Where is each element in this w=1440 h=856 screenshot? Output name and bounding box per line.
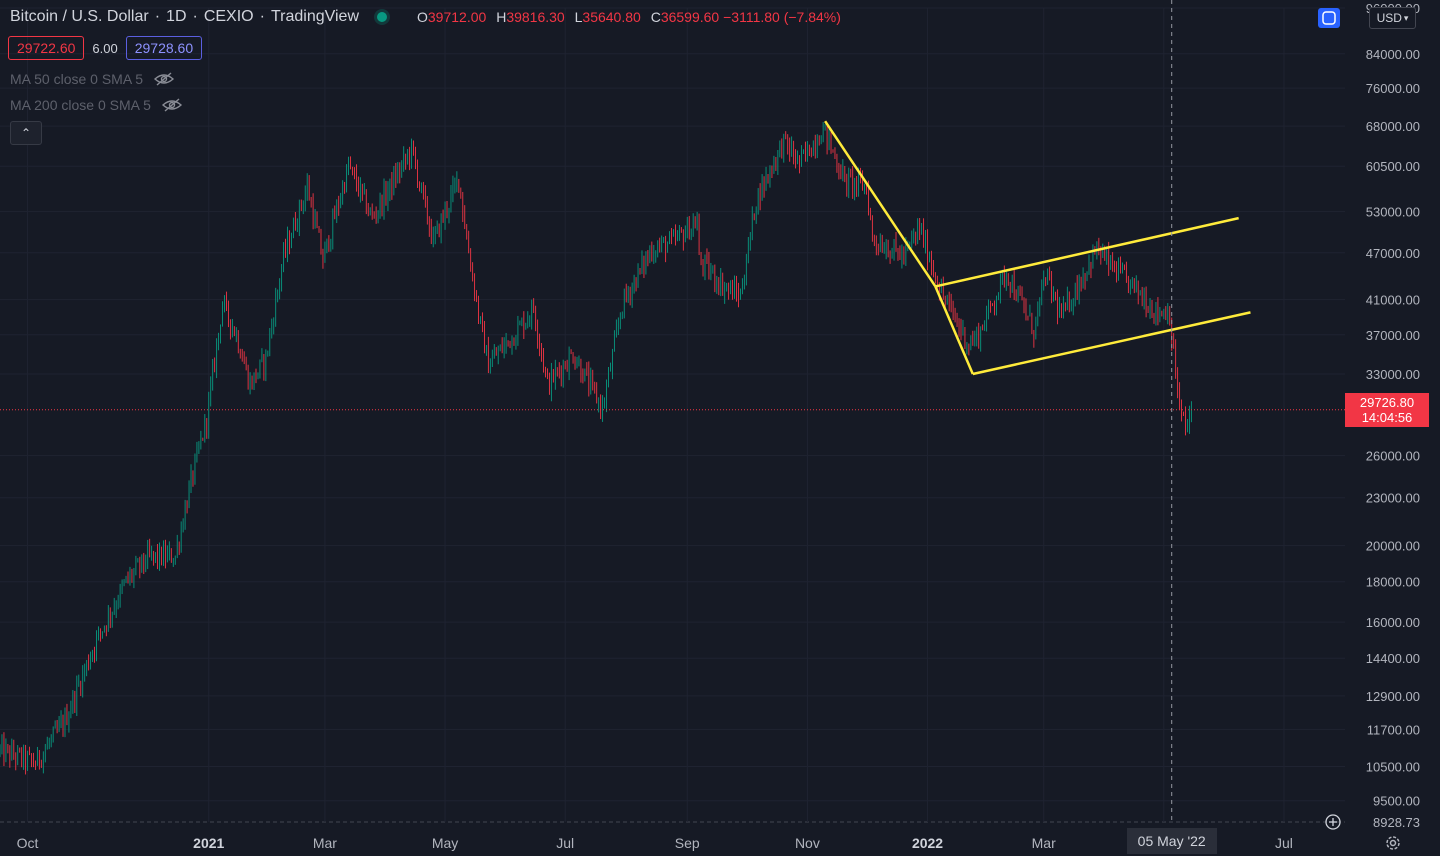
x-tick-label: Jul (1275, 835, 1293, 851)
candlestick-series (0, 122, 1192, 775)
currency-select[interactable]: USD ▾ (1369, 7, 1416, 29)
y-tick-label: 14400.00 (1366, 651, 1420, 666)
indicator-label: MA 50 close 0 SMA 5 (10, 71, 144, 87)
low-value: 35640.80 (582, 9, 641, 25)
market-status-icon[interactable] (377, 12, 387, 22)
change-value: −3111.80 (−7.84%) (723, 9, 841, 25)
chevron-down-icon: ▾ (1403, 12, 1409, 23)
y-tick-label: 12900.00 (1366, 689, 1420, 704)
add-price-icon[interactable] (1325, 814, 1341, 830)
spread-value: 6.00 (92, 40, 118, 56)
close-label: C (650, 9, 661, 25)
separator: · (259, 8, 265, 25)
y-tick-label: 37000.00 (1366, 328, 1420, 343)
last-price-tag: 29726.80 14:04:56 (1345, 392, 1429, 427)
x-tick-label: Jul (556, 835, 574, 851)
brand: TradingView (270, 8, 359, 25)
indicator-ma50[interactable]: MA 50 close 0 SMA 5 (10, 71, 175, 87)
x-tick-label: Mar (313, 835, 337, 851)
trendline[interactable] (824, 120, 937, 288)
y-bottom-label: 8928.73 (1373, 815, 1420, 830)
trendline[interactable] (934, 285, 974, 375)
y-tick-label: 11700.00 (1367, 722, 1420, 737)
low-label: L (574, 9, 583, 25)
trendline[interactable] (935, 216, 1239, 288)
price-axis[interactable]: 9500.00 10500.00 11700.00 12900.00 14400.00 1… (1366, 1, 1420, 830)
y-tick-label: 10500.00 (1366, 759, 1420, 774)
x-tick-label: 2022 (912, 835, 943, 851)
sell-button[interactable]: 29722.60 (8, 36, 85, 60)
symbol-legend: Bitcoin / U.S. Dollar · 1D · CEXIO · Tra… (10, 8, 841, 26)
ohlc-values: O39712.00 H39816.30 L35640.80 C36599.60 … (411, 9, 841, 25)
y-tick-label: 33000.00 (1366, 367, 1420, 382)
collapse-legend-button[interactable]: ⌃ (10, 121, 42, 145)
crosshair-date-label: 05 May '22 (1126, 828, 1217, 854)
open-value: 39712.00 (427, 9, 487, 25)
symbol-name[interactable]: Bitcoin / U.S. Dollar (10, 8, 149, 25)
high-value: 39816.30 (506, 9, 565, 25)
x-tick-label: 2021 (193, 835, 224, 851)
y-tick-label: 9500.00 (1373, 794, 1420, 809)
separator: · (192, 8, 198, 25)
y-tick-label: 60500.00 (1366, 159, 1420, 174)
y-tick-label: 23000.00 (1366, 491, 1420, 506)
chevron-up-icon: ⌃ (20, 126, 32, 140)
chart-grid (0, 7, 1345, 823)
auto-scale-icon[interactable] (1318, 8, 1340, 28)
interval[interactable]: 1D (166, 8, 187, 25)
x-tick-label: Nov (795, 835, 820, 851)
gear-icon[interactable] (1383, 833, 1403, 853)
eye-hidden-icon[interactable] (153, 72, 175, 86)
indicator-label: MA 200 close 0 SMA 5 (10, 97, 151, 113)
trendline-drawings[interactable] (824, 120, 1251, 376)
open-label: O (417, 9, 428, 25)
y-tick-label: 18000.00 (1366, 575, 1420, 590)
y-tick-label: 41000.00 (1366, 293, 1420, 308)
x-tick-label: May (432, 835, 458, 851)
y-tick-label: 84000.00 (1366, 47, 1420, 62)
buy-sell-panel: 29722.60 6.00 29728.60 (8, 36, 203, 60)
y-tick-label: 68000.00 (1366, 119, 1420, 134)
y-tick-label: 47000.00 (1366, 246, 1420, 261)
trendline[interactable] (972, 311, 1251, 376)
separator: · (154, 8, 161, 25)
indicator-ma200[interactable]: MA 200 close 0 SMA 5 (10, 97, 183, 113)
high-label: H (496, 9, 507, 25)
currency-label: USD (1376, 11, 1402, 25)
y-tick-label: 20000.00 (1366, 539, 1420, 554)
last-price-value: 29726.80 (1359, 394, 1415, 410)
y-tick-label: 16000.00 (1366, 615, 1420, 630)
x-tick-label: Sep (675, 835, 700, 851)
bar-countdown: 14:04:56 (1361, 409, 1413, 425)
close-value: 36599.60 (660, 9, 720, 25)
time-axis[interactable]: Oct 2021 Mar May Jul Sep Nov 2022 Mar Jul (17, 835, 1293, 851)
y-tick-label: 26000.00 (1366, 449, 1420, 464)
y-tick-label: 76000.00 (1366, 81, 1420, 96)
exchange: CEXIO (203, 8, 254, 25)
eye-hidden-icon[interactable] (161, 98, 183, 112)
x-tick-label: Oct (17, 835, 39, 851)
y-tick-label: 53000.00 (1366, 205, 1420, 220)
buy-button[interactable]: 29728.60 (125, 36, 203, 60)
x-tick-label: Mar (1032, 835, 1056, 851)
